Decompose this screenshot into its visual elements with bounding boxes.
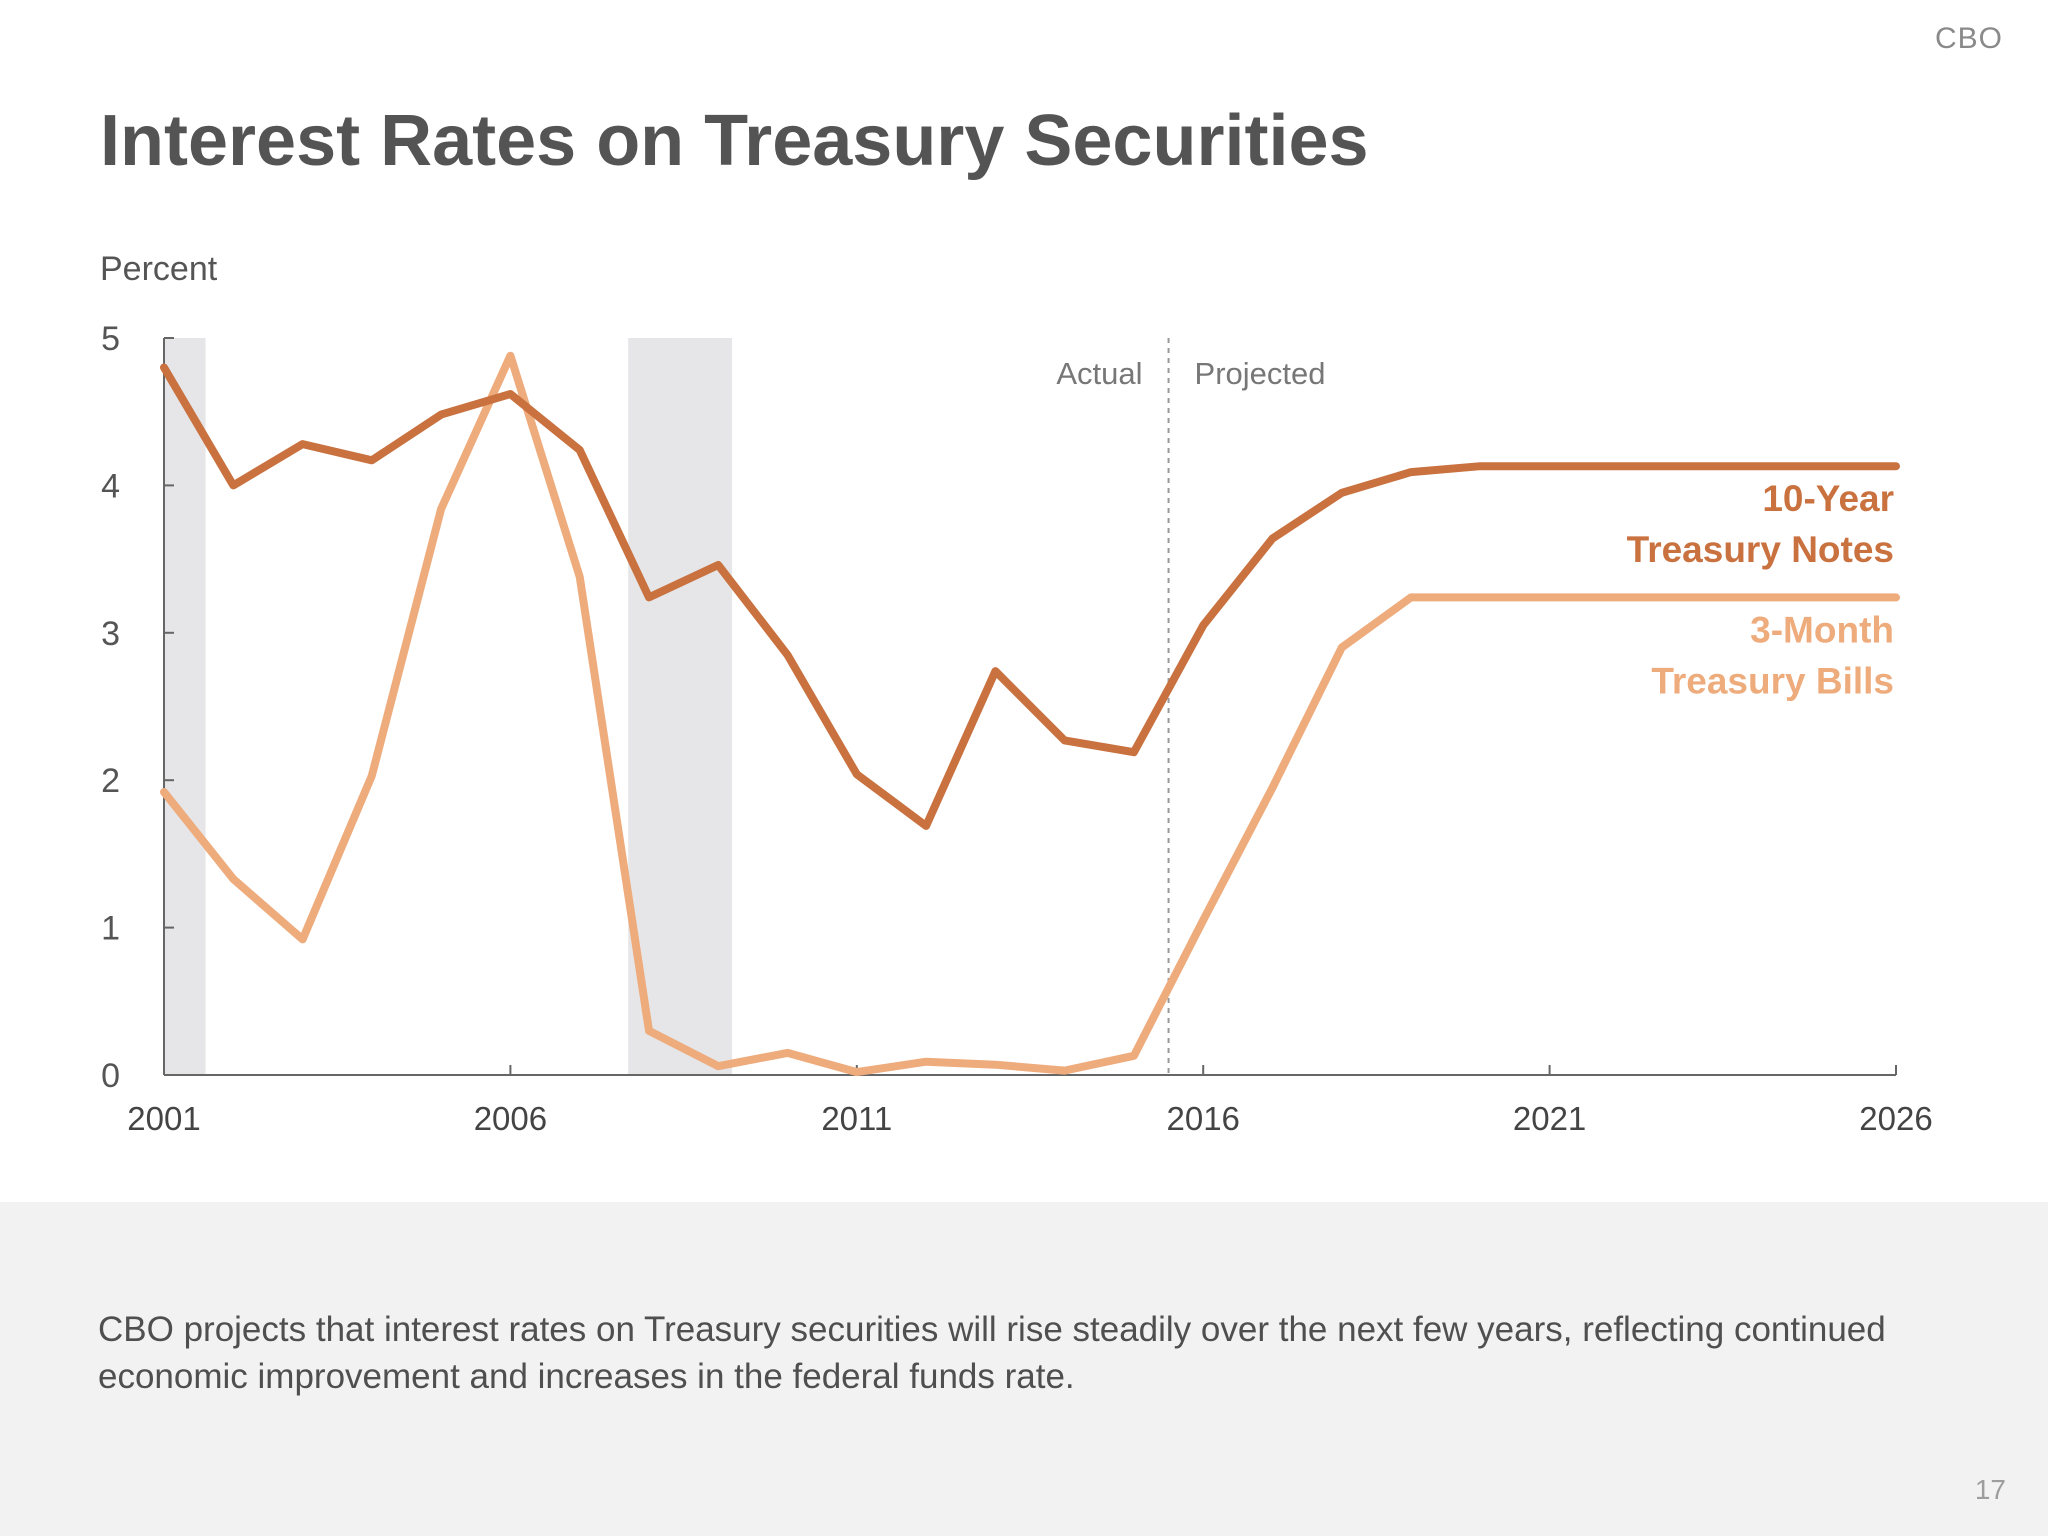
x-tick-label: 2016 xyxy=(1166,1100,1239,1137)
page-number: 17 xyxy=(1974,1474,2006,1505)
actual-label: Actual xyxy=(1056,356,1142,391)
x-tick-label: 2021 xyxy=(1513,1100,1586,1137)
x-tick-label: 2006 xyxy=(474,1100,547,1137)
recession-shade-1 xyxy=(164,338,206,1075)
line-chart: Percent 0 1 2 3 4 5 2001 2006 2011 2016 2021 2026 Act… xyxy=(100,250,1933,1137)
x-tick-label: 2011 xyxy=(821,1100,892,1137)
chart-description: CBO projects that interest rates on Trea… xyxy=(98,1310,1886,1396)
series-line-3-month-bills xyxy=(160,351,1900,1077)
series-label: Treasury Notes xyxy=(1627,529,1894,570)
y-axis-title: Percent xyxy=(100,250,218,288)
y-tick-label: 1 xyxy=(101,910,120,948)
x-tick-label: 2001 xyxy=(127,1100,200,1137)
series-label: Treasury Bills xyxy=(1651,660,1894,701)
x-tick-label: 2026 xyxy=(1859,1100,1932,1137)
org-label: CBO xyxy=(1934,22,2003,55)
chart-area: Percent 0 1 2 3 4 5 2001 2006 2011 2016 2021 2026 Act… xyxy=(0,230,2048,1190)
page-title: Interest Rates on Treasury Securities xyxy=(100,101,1369,181)
y-tick-label: 5 xyxy=(101,320,120,358)
series-label: 10-Year xyxy=(1762,478,1894,519)
series-line-10-year-notes xyxy=(160,363,1900,830)
footer-panel: CBO projects that interest rates on Trea… xyxy=(0,1202,2048,1536)
projected-label: Projected xyxy=(1195,356,1326,391)
recession-shade-2 xyxy=(628,338,733,1075)
y-tick-label: 4 xyxy=(101,467,120,505)
y-tick-label: 3 xyxy=(101,615,120,653)
y-tick-label: 0 xyxy=(101,1057,120,1095)
y-tick-label: 2 xyxy=(101,762,120,800)
series-label: 3-Month xyxy=(1750,609,1894,650)
